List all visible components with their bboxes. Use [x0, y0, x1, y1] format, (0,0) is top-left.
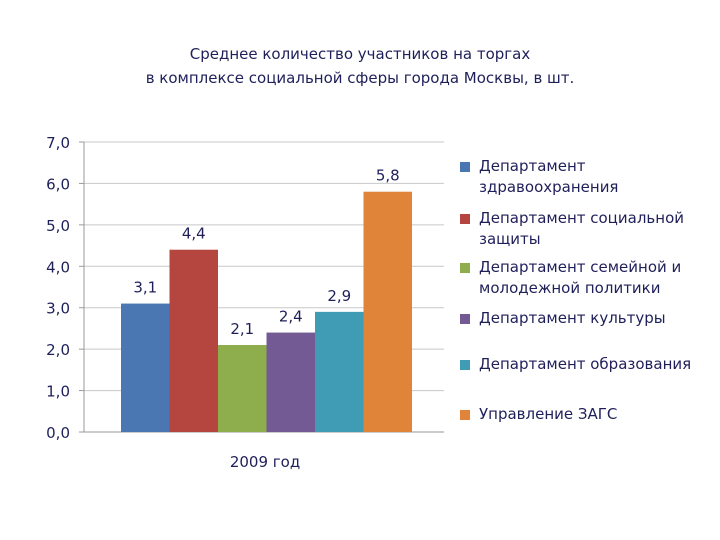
data-label: 2,1 [230, 320, 254, 338]
y-tick-label: 5,0 [46, 217, 70, 235]
legend-label: Управление ЗАГС [479, 405, 618, 423]
legend-item-education: Департамент образования [460, 354, 704, 375]
legend-swatch [460, 162, 470, 172]
legend-swatch [460, 410, 470, 420]
x-category-label: 2009 год [230, 453, 300, 471]
legend-item-culture: Департамент культуры [460, 308, 704, 329]
legend-label: Департамент здравоохранения [479, 157, 619, 196]
legend-item-health: Департамент здравоохранения [460, 156, 704, 198]
bar [218, 345, 267, 432]
data-label: 2,4 [279, 308, 303, 326]
legend-label: Департамент семейной и молодежной полити… [479, 258, 682, 297]
bar [169, 249, 218, 432]
y-tick-label: 4,0 [46, 258, 70, 276]
bar [363, 191, 412, 432]
legend-label: Департамент социальной защиты [479, 209, 684, 248]
legend-label: Департамент культуры [479, 309, 666, 327]
bar [266, 332, 315, 432]
legend-swatch [460, 263, 470, 273]
data-label: 2,9 [327, 287, 351, 305]
y-tick-label: 7,0 [46, 134, 70, 152]
legend-swatch [460, 314, 470, 324]
y-tick-label: 3,0 [46, 300, 70, 318]
data-label: 4,4 [182, 225, 206, 243]
legend-item-family-youth: Департамент семейной и молодежной полити… [460, 257, 704, 299]
legend-swatch [460, 360, 470, 370]
y-tick-label: 2,0 [46, 341, 70, 359]
data-label: 3,1 [133, 279, 157, 297]
chart-title-line-2: в комплексе социальной сферы города Моск… [145, 69, 575, 87]
legend-item-social-protection: Департамент социальной защиты [460, 208, 704, 250]
y-tick-label: 0,0 [46, 424, 70, 442]
chart-title-line-1: Среднее количество участников на торгах [189, 45, 531, 63]
legend-item-zags: Управление ЗАГС [460, 404, 704, 425]
legend-label: Департамент образования [479, 355, 692, 373]
data-label: 5,8 [376, 167, 400, 185]
bar [315, 311, 364, 432]
legend-swatch [460, 214, 470, 224]
y-tick-label: 1,0 [46, 383, 70, 401]
bar [121, 303, 170, 432]
y-tick-label: 6,0 [46, 175, 70, 193]
